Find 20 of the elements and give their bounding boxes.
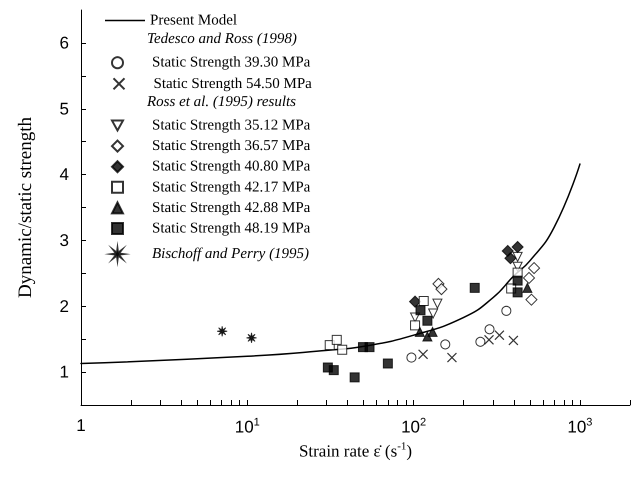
y-tick-label: 6 <box>60 33 69 52</box>
y-tick-label: 3 <box>60 230 69 250</box>
legend-label: Static Strength 54.50 MPa <box>154 76 312 92</box>
legend-label: Bischoff and Perry (1995) <box>152 246 310 262</box>
x-tick-label: 1 <box>76 416 86 435</box>
legend-label: Static Strength 40.80 MPa <box>152 158 311 175</box>
legend-label: Static Strength 42.17 MPa <box>152 179 311 196</box>
legend-label: Static Strength 36.57 MPa <box>152 138 311 154</box>
annotation: Ross et al. (1995) results <box>146 94 296 110</box>
y-tick-label: 1 <box>60 362 69 382</box>
legend-label: Static Strength 39.30 MPa <box>152 54 311 71</box>
y-tick-label: 4 <box>60 165 69 184</box>
annotation: Tedesco and Ross (1998) <box>147 31 297 48</box>
legend-label: Static Strength 48.19 MPa <box>152 220 311 236</box>
y-tick-label: 5 <box>60 99 69 118</box>
legend-label: Static Strength 42.88 MPa <box>152 200 311 216</box>
legend-label: Static Strength 35.12 MPa <box>152 118 311 134</box>
legend-label: Present Model <box>150 12 238 28</box>
y-axis-title: Dynamic/static strength <box>15 116 36 298</box>
y-tick-label: 2 <box>60 296 69 316</box>
